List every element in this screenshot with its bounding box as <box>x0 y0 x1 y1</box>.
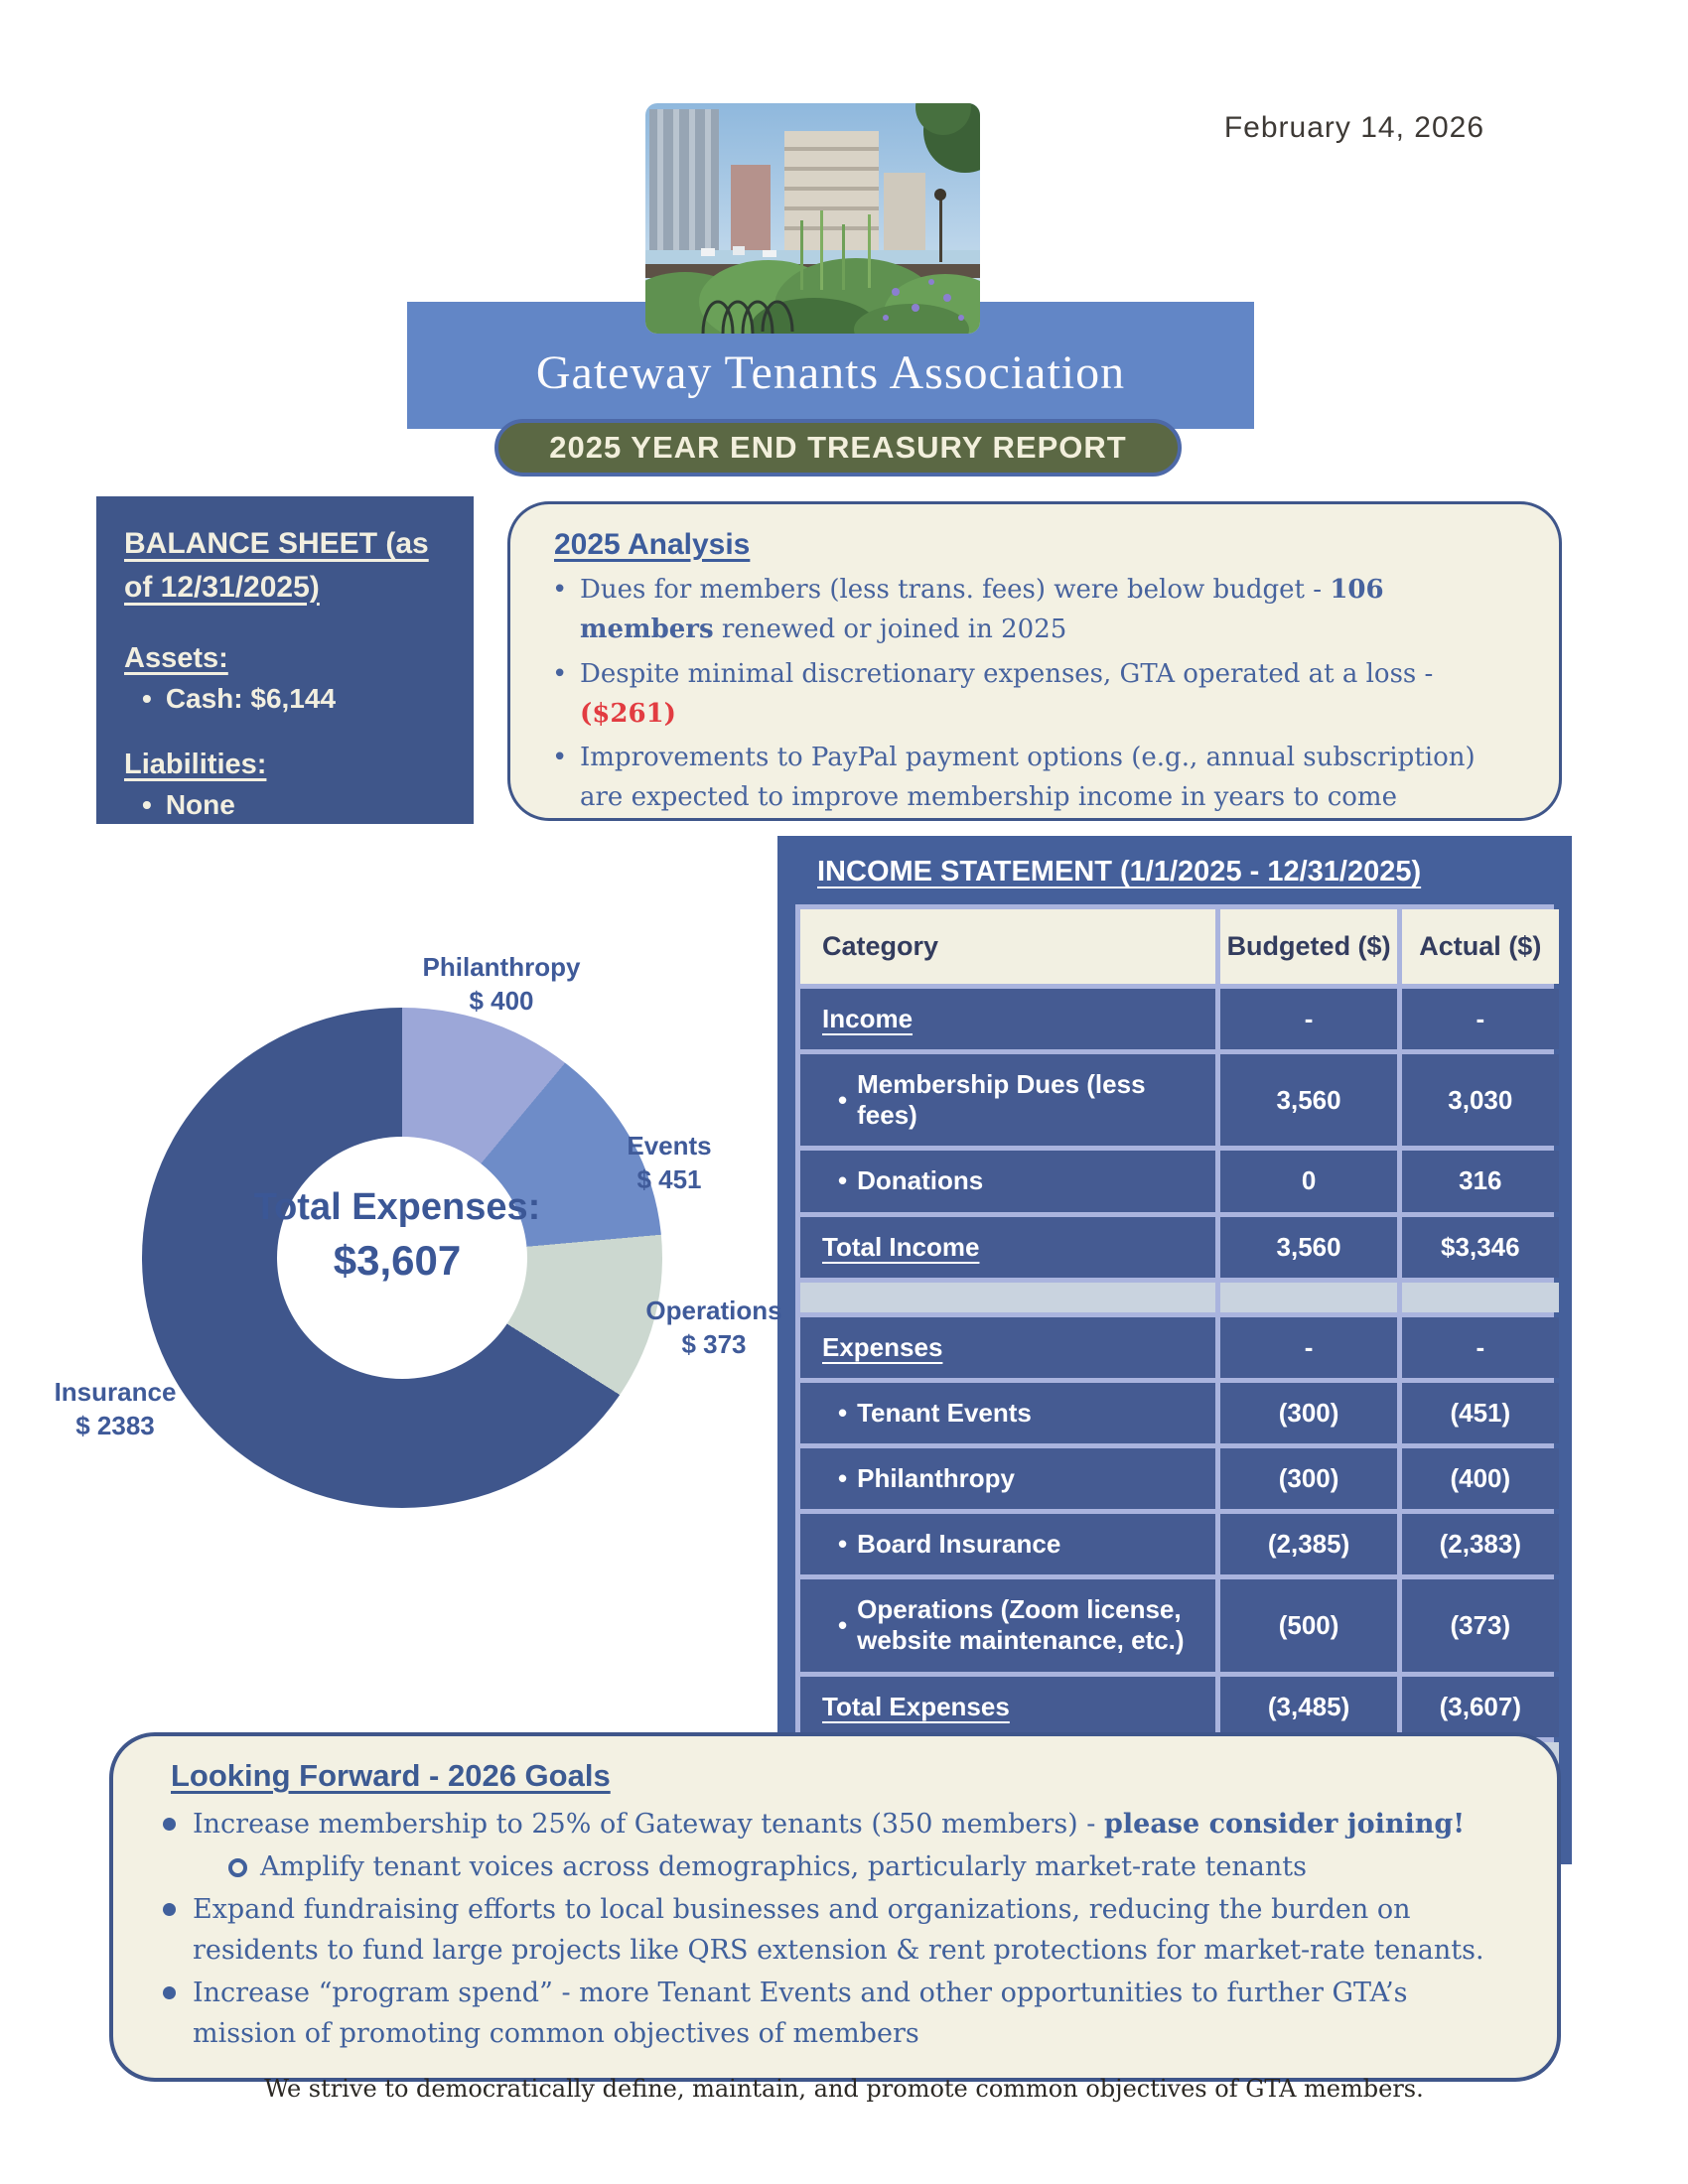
bullet-bold-text: 106 members <box>580 575 1384 645</box>
goal-item: Expand fundraising efforts to local busi… <box>163 1889 1513 1971</box>
bullet-text: Improvements to PayPal payment options (… <box>580 743 1476 813</box>
column-header-actual: Actual ($) <box>1401 909 1559 984</box>
donut-center-value: $3,607 <box>333 1237 462 1284</box>
header-photo-illustration <box>645 103 980 334</box>
asset-item: Cash: $6,144 <box>142 683 446 715</box>
row-total-expenses: Total Expenses <box>800 1676 1216 1737</box>
row-operations-budgeted: (500) <box>1220 1579 1397 1672</box>
column-header-budgeted: Budgeted ($) <box>1220 909 1397 984</box>
row-tenant-events-budgeted: (300) <box>1220 1382 1397 1443</box>
row-board-insurance-actual: (2,383) <box>1401 1513 1559 1575</box>
loss-amount: ($261) <box>580 698 676 729</box>
row-board-insurance: Board Insurance <box>800 1513 1216 1575</box>
footer-motto: We strive to democratically define, main… <box>264 2075 1424 2103</box>
analysis-box: 2025 Analysis Dues for members (less tra… <box>507 501 1562 821</box>
donut-center-label: Total Expenses: $3,607 <box>248 1186 546 1285</box>
row-total-expenses-actual: (3,607) <box>1401 1676 1559 1737</box>
row-expenses-actual: - <box>1401 1316 1559 1378</box>
slice-name: Operations <box>645 1296 782 1325</box>
analysis-title: 2025 Analysis <box>554 528 751 561</box>
org-name: Gateway Tenants Association <box>535 345 1126 399</box>
slice-name: Insurance <box>54 1377 177 1407</box>
row-tenant-events-actual: (451) <box>1401 1382 1559 1443</box>
row-total-income: Total Income <box>800 1216 1216 1278</box>
row-expenses-section: Expenses <box>800 1316 1216 1378</box>
report-date: February 14, 2026 <box>1223 111 1484 144</box>
column-header-category: Category <box>800 909 1216 984</box>
row-philanthropy: Philanthropy <box>800 1447 1216 1509</box>
row-philanthropy-budgeted: (300) <box>1220 1447 1397 1509</box>
goal-item: Increase “program spend” - more Tenant E… <box>163 1973 1513 2054</box>
goals-list: Increase membership to 25% of Gateway te… <box>157 1804 1513 2054</box>
spacer-row <box>1401 1282 1559 1312</box>
slice-name: Philanthropy <box>422 952 581 982</box>
goal-text: Expand fundraising efforts to local busi… <box>193 1894 1484 1967</box>
row-income-actual: - <box>1401 989 1559 1049</box>
donut-center-title: Total Expenses: <box>253 1186 541 1228</box>
bullet-text: Dues for members (less trans. fees) were… <box>580 575 1331 605</box>
analysis-bullet: Dues for members (less trans. fees) were… <box>552 570 1525 650</box>
row-total-income-budgeted: 3,560 <box>1220 1216 1397 1278</box>
row-philanthropy-actual: (400) <box>1401 1447 1559 1509</box>
slice-value: $ 373 <box>681 1328 747 1359</box>
slice-label-insurance: Insurance $ 2383 <box>26 1376 205 1443</box>
income-statement-panel: INCOME STATEMENT (1/1/2025 - 12/31/2025)… <box>777 836 1572 1864</box>
analysis-bullet: Improvements to PayPal payment options (… <box>552 738 1525 818</box>
report-title: 2025 YEAR END TREASURY REPORT <box>549 430 1127 465</box>
row-board-insurance-budgeted: (2,385) <box>1220 1513 1397 1575</box>
row-membership-dues-budgeted: 3,560 <box>1220 1054 1397 1147</box>
assets-label: Assets: <box>124 642 228 674</box>
row-income-section: Income <box>800 989 1216 1049</box>
row-membership-dues-actual: 3,030 <box>1401 1054 1559 1147</box>
row-donations-budgeted: 0 <box>1220 1151 1397 1212</box>
row-membership-dues: Membership Dues (less fees) <box>800 1054 1216 1147</box>
goal-bold-text: please consider joining! <box>1104 1809 1466 1840</box>
balance-sheet-title: BALANCE SHEET (as of 12/31/2025) <box>124 527 429 604</box>
bullet-text: Despite minimal discretionary expenses, … <box>580 658 1434 689</box>
liabilities-label: Liabilities: <box>124 749 267 780</box>
row-tenant-events: Tenant Events <box>800 1382 1216 1443</box>
row-operations: Operations (Zoom license, website mainte… <box>800 1579 1216 1672</box>
row-donations-actual: 316 <box>1401 1151 1559 1212</box>
income-statement-title: INCOME STATEMENT (1/1/2025 - 12/31/2025) <box>817 856 1422 887</box>
slice-label-philanthropy: Philanthropy $ 400 <box>392 951 611 1019</box>
row-operations-actual: (373) <box>1401 1579 1559 1672</box>
goals-title: Looking Forward - 2026 Goals <box>171 1758 611 1793</box>
analysis-bullet: Despite minimal discretionary expenses, … <box>552 654 1525 735</box>
income-statement-table: Category Budgeted ($) Actual ($) Income … <box>795 904 1559 1843</box>
goal-sub-item: Amplify tenant voices across demographic… <box>228 1846 1513 1887</box>
slice-value: $ 400 <box>469 985 534 1016</box>
header-photo <box>645 103 980 334</box>
slice-value: $ 2383 <box>75 1410 155 1440</box>
goal-text: Amplify tenant voices across demographic… <box>260 1851 1307 1883</box>
goal-item: Increase membership to 25% of Gateway te… <box>163 1804 1513 1844</box>
row-expenses-budgeted: - <box>1220 1316 1397 1378</box>
spacer-row <box>1220 1282 1397 1312</box>
donut-hole <box>277 1137 527 1379</box>
spacer-row <box>800 1282 1216 1312</box>
goal-text: Increase membership to 25% of Gateway te… <box>193 1809 1104 1840</box>
row-total-income-actual: $3,346 <box>1401 1216 1559 1278</box>
analysis-bullet-list: Dues for members (less trans. fees) were… <box>544 570 1525 818</box>
row-donations: Donations <box>800 1151 1216 1212</box>
balance-sheet-box: BALANCE SHEET (as of 12/31/2025) Assets:… <box>96 496 474 824</box>
row-total-expenses-budgeted: (3,485) <box>1220 1676 1397 1737</box>
report-title-pill: 2025 YEAR END TREASURY REPORT <box>494 419 1182 477</box>
goals-box: Looking Forward - 2026 Goals Increase me… <box>109 1732 1561 2083</box>
slice-value: $ 451 <box>636 1163 702 1194</box>
bullet-text: renewed or joined in 2025 <box>713 614 1067 645</box>
liability-item: None <box>142 789 446 821</box>
slice-label-operations: Operations $ 373 <box>634 1295 793 1362</box>
expenses-donut-chart <box>142 1008 662 1508</box>
slice-name: Events <box>627 1131 712 1160</box>
goal-text: Increase “program spend” - more Tenant E… <box>193 1978 1408 2050</box>
row-income-budgeted: - <box>1220 989 1397 1049</box>
slice-label-events: Events $ 451 <box>605 1130 734 1197</box>
